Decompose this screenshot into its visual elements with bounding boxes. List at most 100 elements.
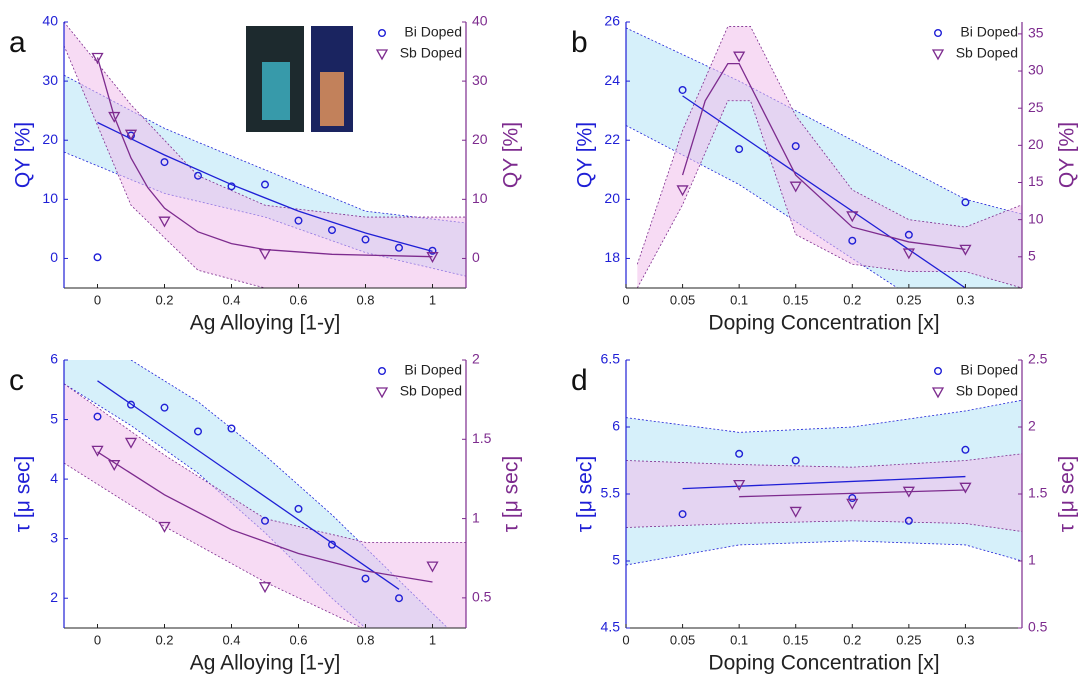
point (678, 85, 687, 94)
x-tick-label: 0.6 (289, 632, 307, 647)
x-tick-label: 0.2 (155, 632, 173, 647)
y2-tick-label: 20 (1028, 136, 1044, 152)
y2-tick-label: 1.5 (1028, 485, 1048, 501)
y2-axis-label: QY [%] (500, 122, 523, 188)
band-edge (626, 399, 1022, 433)
y-axis-label: τ [μ sec] (12, 456, 35, 532)
y2-tick-label: 30 (1028, 62, 1044, 78)
fit-line (739, 489, 966, 498)
x-axis-label: Ag Alloying [1-y] (190, 312, 341, 335)
band-edge (64, 462, 364, 628)
x-tick-label: 0.05 (670, 632, 695, 647)
y-tick-label: 0 (50, 249, 58, 265)
y2-tick-label: 0.5 (472, 589, 492, 605)
y-tick-label: 40 (42, 13, 58, 29)
y-tick-label: 22 (604, 131, 620, 147)
legend-item: Bi Doped (934, 362, 1018, 378)
point (426, 252, 439, 264)
point (158, 521, 171, 533)
band-edge (130, 360, 449, 628)
fit-line (682, 95, 966, 288)
inset-vial (320, 72, 344, 126)
point (91, 52, 104, 64)
band-edge (626, 27, 1022, 215)
point (735, 449, 744, 458)
x-tick-label: 1 (429, 632, 436, 647)
point (848, 494, 857, 503)
point (959, 482, 972, 494)
y2-tick-label: 10 (1028, 210, 1044, 226)
band-edge (64, 22, 466, 218)
point (91, 445, 104, 457)
y2-tick-label: 2 (472, 351, 480, 367)
point (791, 456, 800, 465)
y2-tick-label: 25 (1028, 99, 1044, 115)
point (959, 244, 972, 256)
point (733, 51, 746, 63)
point (904, 516, 913, 525)
point (678, 510, 687, 519)
y2-axis-label: τ [μ sec] (500, 456, 523, 532)
legend-label: Sb Doped (400, 383, 462, 399)
y2-tick-label: 30 (472, 72, 488, 88)
band-edge (64, 74, 466, 224)
legend-marker (934, 29, 943, 38)
point (846, 498, 859, 510)
fit-line (681, 62, 966, 251)
point (328, 226, 337, 235)
y-tick-label: 5 (612, 552, 620, 568)
legend-marker (931, 387, 945, 399)
point (261, 180, 270, 189)
confidence-band (64, 383, 466, 628)
x-tick-label: 0.1 (730, 632, 748, 647)
plot-area (64, 360, 466, 628)
y-tick-label: 3 (50, 529, 58, 545)
inset-vial (262, 62, 290, 120)
legend-item: Sb Doped (375, 45, 462, 61)
y2-tick-label: 1.5 (472, 430, 492, 446)
point (258, 582, 272, 594)
point (846, 211, 859, 223)
legend-marker (375, 49, 389, 61)
legend-item: Bi Doped (378, 362, 462, 378)
x-tick-label: 0.2 (843, 292, 861, 307)
x-tick-label: 0.1 (730, 292, 748, 307)
x-tick-label: 1 (429, 292, 436, 307)
x-axis-label: Doping Concentration [x] (708, 652, 939, 675)
plot-area (626, 26, 1022, 288)
point (361, 235, 370, 244)
y2-tick-label: 0 (472, 249, 480, 265)
legend-item: Sb Doped (375, 383, 462, 399)
y-axis-label: QY [%] (12, 122, 35, 188)
point (426, 561, 439, 573)
legend-item: Sb Doped (931, 383, 1018, 399)
x-tick-label: 0.3 (956, 632, 974, 647)
legend-label: Sb Doped (400, 45, 462, 61)
point (961, 198, 970, 207)
fit-line (96, 57, 433, 258)
legend-label: Sb Doped (956, 383, 1018, 399)
point (93, 412, 102, 421)
band-edge (64, 45, 466, 288)
x-tick-label: 0 (94, 292, 101, 307)
legend-label: Bi Doped (404, 24, 462, 40)
x-tick-label: 0.25 (896, 292, 921, 307)
x-tick-label: 0.25 (896, 632, 921, 647)
y-tick-label: 18 (604, 249, 620, 265)
point (227, 424, 236, 433)
y-tick-label: 6.5 (601, 351, 621, 367)
point (904, 230, 913, 239)
y-tick-label: 10 (42, 190, 58, 206)
confidence-band (64, 22, 466, 288)
x-tick-label: 0 (94, 632, 101, 647)
legend-marker (931, 49, 945, 61)
panel-label: d (571, 364, 588, 397)
point (294, 216, 303, 225)
y2-tick-label: 1 (472, 509, 480, 525)
panel-label: b (571, 26, 588, 59)
point (395, 243, 404, 252)
y2-tick-label: 0.5 (1028, 619, 1048, 635)
x-tick-label: 0.6 (289, 292, 307, 307)
